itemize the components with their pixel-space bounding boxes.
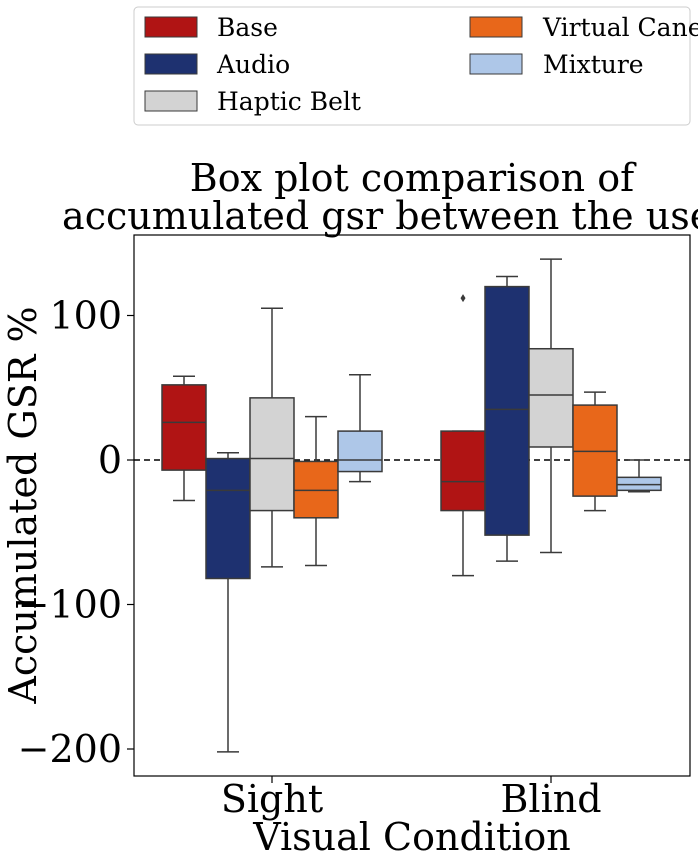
legend-swatch-base [144,16,198,38]
outlier-point [460,294,466,303]
legend-label-haptic-belt: Haptic Belt [217,87,361,116]
box-mixture-sight [337,373,383,483]
box-haptic-belt-blind [528,258,574,554]
chart-title-line-1: Box plot comparison of [190,156,637,200]
axes-frame [133,234,691,777]
box-haptic-belt-sight [249,307,295,568]
box-audio-blind [484,275,530,562]
box-body [484,285,530,536]
x-axis: Sight Blind [221,776,602,821]
y-tick-label: 0 [98,438,122,482]
legend-label-base: Base [217,13,278,42]
legend-swatch-audio [144,53,198,75]
box-base-sight [161,375,207,502]
legend-swatch-mixture [469,53,523,75]
x-tick-label: Blind [500,777,601,821]
y-tick-label: −200 [18,727,122,771]
box-body [528,347,574,448]
box-audio-sight [205,452,251,753]
legend-swatch-virtual-cane [469,16,523,38]
chart-title-line-2: accumulated gsr between the users. [62,194,698,238]
box-body [249,397,295,512]
legend-frame [133,6,691,126]
legend: Base Audio Haptic Belt Virtual Cane Mixture [133,6,698,126]
x-tick-label: Sight [221,777,323,821]
legend-label-virtual-cane: Virtual Cane [542,13,698,42]
legend-swatch-haptic-belt [144,90,198,112]
legend-label-mixture: Mixture [543,50,644,79]
box-mixture-blind [616,459,662,493]
box-base-blind [440,294,486,577]
legend-label-audio: Audio [216,50,290,79]
box-body [205,457,251,580]
y-tick-label: 100 [49,294,122,338]
box-body [161,384,207,471]
x-axis-label: Visual Condition [252,815,570,859]
box-body [440,430,486,512]
plot-area [134,258,690,753]
y-tick-label: −100 [18,583,122,627]
y-axis: 100 0 −100 −200 [18,294,134,771]
box-virtual-cane-sight [293,415,339,567]
box-body [337,430,383,473]
box-virtual-cane-blind [572,391,618,512]
y-axis-label: Accumulated GSR % [1,306,45,704]
